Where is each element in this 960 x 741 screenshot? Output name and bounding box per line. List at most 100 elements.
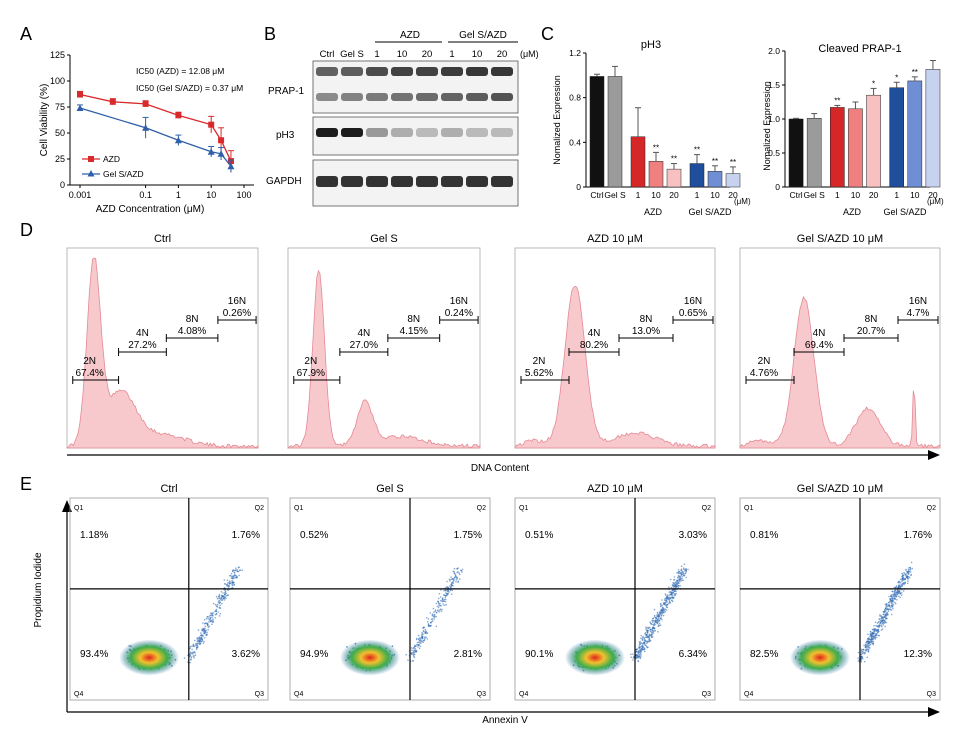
- event-dot: [875, 636, 878, 639]
- blot-band: [316, 176, 338, 187]
- density-core: [790, 639, 850, 676]
- blot-row-label: PRAP-1: [268, 86, 305, 97]
- blot-band: [441, 67, 463, 76]
- event-dot: [869, 643, 872, 646]
- event-dot: [638, 642, 641, 645]
- event-dot: [883, 609, 886, 612]
- event-dot: [444, 596, 447, 599]
- event-dot: [872, 642, 874, 644]
- event-dot: [887, 604, 890, 607]
- event-dot: [437, 601, 439, 603]
- event-dot: [219, 600, 221, 602]
- event-dot: [904, 578, 906, 581]
- blot-band: [466, 176, 488, 187]
- event-dot: [189, 654, 191, 656]
- event-dot: [685, 570, 687, 572]
- data-point: [174, 136, 182, 144]
- event-dot: [199, 642, 202, 645]
- event-dot: [417, 638, 420, 641]
- event-dot: [876, 629, 878, 632]
- event-dot: [647, 646, 649, 649]
- gate-percent: 4.08%: [178, 326, 206, 337]
- event-dot: [212, 620, 215, 623]
- event-dot: [660, 617, 663, 619]
- histogram-area: [286, 269, 481, 449]
- panel-c-quantification: pH3 Cleaved PRAP-1 Nomalized Expression …: [552, 39, 944, 217]
- event-dot: [654, 616, 656, 618]
- event-dot: [657, 625, 660, 628]
- event-dot: [196, 644, 199, 647]
- event-dot: [893, 592, 896, 594]
- event-dot: [419, 638, 422, 641]
- blot-band: [316, 128, 338, 137]
- event-dot: [641, 648, 644, 651]
- event-dot: [861, 650, 864, 653]
- lane-label: 20: [422, 49, 433, 60]
- event-dot: [904, 581, 906, 584]
- event-dot: [672, 596, 674, 599]
- event-dot: [670, 591, 673, 594]
- quadrant-q4-value: 93.4%: [80, 649, 108, 660]
- event-dot: [881, 625, 883, 628]
- event-dot: [421, 635, 424, 638]
- event-dot: [648, 640, 651, 643]
- bar: [707, 171, 723, 188]
- event-dot: [197, 637, 199, 639]
- event-dot: [669, 578, 672, 581]
- event-dot: [453, 576, 456, 579]
- event-dot: [238, 574, 240, 577]
- event-dot: [866, 638, 869, 640]
- event-dot: [426, 620, 429, 623]
- event-dot: [448, 578, 451, 581]
- event-dot: [884, 620, 886, 622]
- bar: [907, 80, 923, 188]
- histogram-area: [66, 257, 259, 449]
- event-dot: [203, 628, 205, 631]
- event-dot: [646, 631, 649, 633]
- event-dot: [860, 660, 863, 663]
- quadrant-q2-value: 1.76%: [904, 530, 932, 541]
- y-tick-label: 0: [775, 182, 780, 192]
- event-dot: [869, 633, 872, 635]
- blot-band: [466, 128, 488, 137]
- event-dot: [218, 607, 221, 609]
- pi-axis-arrow: [62, 500, 72, 512]
- event-dot: [878, 620, 880, 623]
- event-dot: [414, 648, 417, 650]
- event-dot: [226, 579, 229, 581]
- event-dot: [681, 571, 684, 573]
- event-dot: [638, 641, 641, 643]
- event-dot: [857, 660, 860, 662]
- event-dot: [651, 619, 653, 622]
- event-dot: [650, 635, 653, 637]
- event-dot: [438, 611, 441, 613]
- event-dot: [640, 637, 642, 639]
- event-dot: [893, 593, 895, 596]
- event-dot: [198, 642, 201, 645]
- gate-percent: 67.4%: [75, 368, 103, 379]
- event-dot: [433, 618, 436, 620]
- event-dot: [646, 642, 648, 644]
- event-dot: [663, 599, 666, 601]
- dotplot-frame: [69, 497, 269, 701]
- gate-name: 8N: [407, 314, 420, 325]
- event-dot: [670, 593, 672, 595]
- event-dot: [424, 628, 427, 631]
- event-dot: [206, 624, 209, 626]
- event-dot: [405, 653, 408, 656]
- event-dot: [662, 614, 665, 617]
- event-dot: [668, 595, 670, 597]
- event-dot: [191, 648, 193, 651]
- y-tick-label: 75: [55, 102, 65, 112]
- gate-percent: 13.0%: [632, 326, 660, 337]
- panel-c-ph3-gel-group: Gel S/AZD: [688, 207, 732, 217]
- event-dot: [874, 621, 877, 624]
- event-dot: [198, 636, 201, 638]
- event-dot: [421, 631, 423, 634]
- event-dot: [677, 582, 680, 584]
- event-dot: [424, 637, 426, 639]
- blot-band: [391, 176, 413, 187]
- event-dot: [425, 631, 427, 634]
- bar: [607, 76, 623, 188]
- event-dot: [429, 625, 432, 627]
